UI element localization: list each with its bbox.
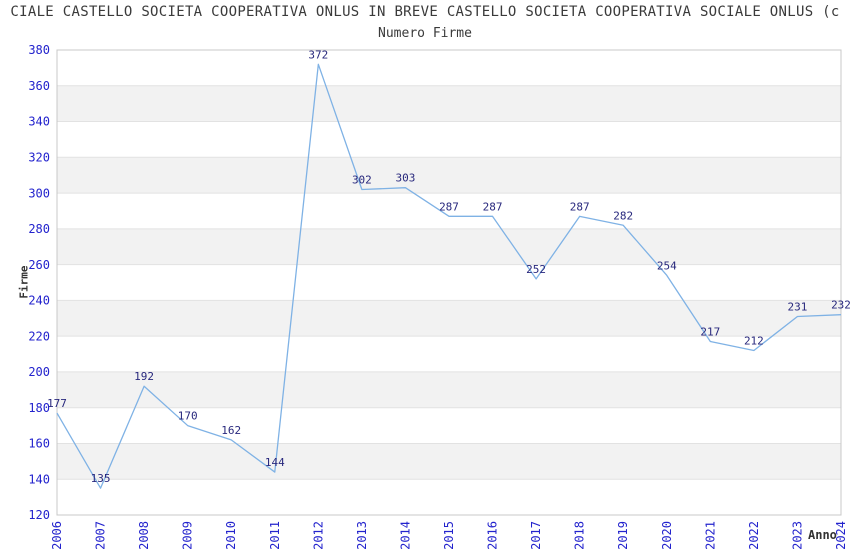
plot-band: [57, 264, 841, 301]
data-point-label: 282: [613, 209, 633, 222]
y-tick-label: 380: [28, 43, 50, 57]
y-tick-label: 240: [28, 294, 50, 308]
data-point-label: 254: [657, 259, 677, 272]
plot-band: [57, 479, 841, 515]
x-tick-label: 2017: [529, 521, 543, 550]
plot-band: [57, 85, 841, 122]
x-tick-label: 2021: [703, 521, 717, 550]
x-tick-label: 2015: [442, 521, 456, 550]
x-tick-label: 2016: [486, 521, 500, 550]
data-point-label: 217: [700, 326, 720, 339]
y-tick-label: 320: [28, 151, 50, 165]
plot-border: [56, 49, 842, 516]
data-point-label: 162: [221, 424, 241, 437]
y-tick-label: 200: [28, 365, 50, 379]
y-tick-label: 340: [28, 115, 50, 129]
y-tick-label: 160: [28, 437, 50, 451]
x-tick-label: 2008: [137, 521, 151, 550]
plot-band: [57, 157, 841, 194]
data-point-label: 252: [526, 263, 546, 276]
chart-subtitle: Numero Firme: [378, 26, 472, 41]
data-point-label: 287: [570, 200, 590, 213]
data-point-label: 231: [788, 300, 808, 313]
y-tick-label: 180: [28, 401, 50, 415]
x-tick-label: 2010: [224, 521, 238, 550]
data-point-label: 170: [178, 410, 198, 423]
plot-band: [57, 443, 841, 480]
x-tick-label: 2013: [355, 521, 369, 550]
data-point-label: 144: [265, 456, 285, 469]
data-point-label: 212: [744, 334, 764, 347]
plot-band: [57, 193, 841, 229]
data-point-label: 177: [47, 397, 67, 410]
plot-band: [57, 50, 841, 86]
x-tick-label: 2011: [268, 521, 282, 550]
x-tick-label: 2019: [616, 521, 630, 550]
data-point-label: 135: [91, 472, 111, 485]
x-tick-label: 2014: [398, 521, 412, 550]
x-axis-label: Anno: [808, 528, 837, 542]
x-tick-label: 2007: [94, 521, 108, 550]
y-tick-label: 360: [28, 79, 50, 93]
data-point-label: 192: [134, 370, 154, 383]
chart-title: CIALE CASTELLO SOCIETA COOPERATIVA ONLUS…: [10, 4, 840, 20]
x-tick-label: 2018: [573, 521, 587, 550]
y-tick-label: 300: [28, 186, 50, 200]
data-point-label: 287: [439, 200, 459, 213]
plot-band: [57, 336, 841, 372]
y-axis-label: Firme: [17, 265, 31, 299]
x-tick-label: 2006: [50, 521, 64, 550]
data-point-label: 303: [396, 172, 416, 185]
data-point-label: 287: [483, 200, 503, 213]
x-tick-label: 2020: [660, 521, 674, 550]
data-point-label: 372: [308, 48, 328, 61]
data-point-label: 302: [352, 174, 372, 187]
y-tick-label: 280: [28, 222, 50, 236]
x-tick-label: 2009: [181, 521, 195, 550]
y-tick-label: 120: [28, 508, 50, 522]
y-tick-label: 220: [28, 329, 50, 343]
x-tick-label: 2022: [747, 521, 761, 550]
plot-band: [57, 300, 841, 337]
data-line: [56, 63, 842, 489]
y-tick-label: 140: [28, 472, 50, 486]
x-tick-label: 2024: [834, 521, 848, 550]
data-point-label: 232: [831, 299, 850, 312]
y-tick-label: 260: [28, 258, 50, 272]
plot-band: [57, 228, 841, 265]
x-tick-label: 2012: [311, 521, 325, 550]
plot-band: [57, 121, 841, 158]
plot-band: [57, 371, 841, 408]
x-tick-label: 2023: [790, 521, 804, 550]
